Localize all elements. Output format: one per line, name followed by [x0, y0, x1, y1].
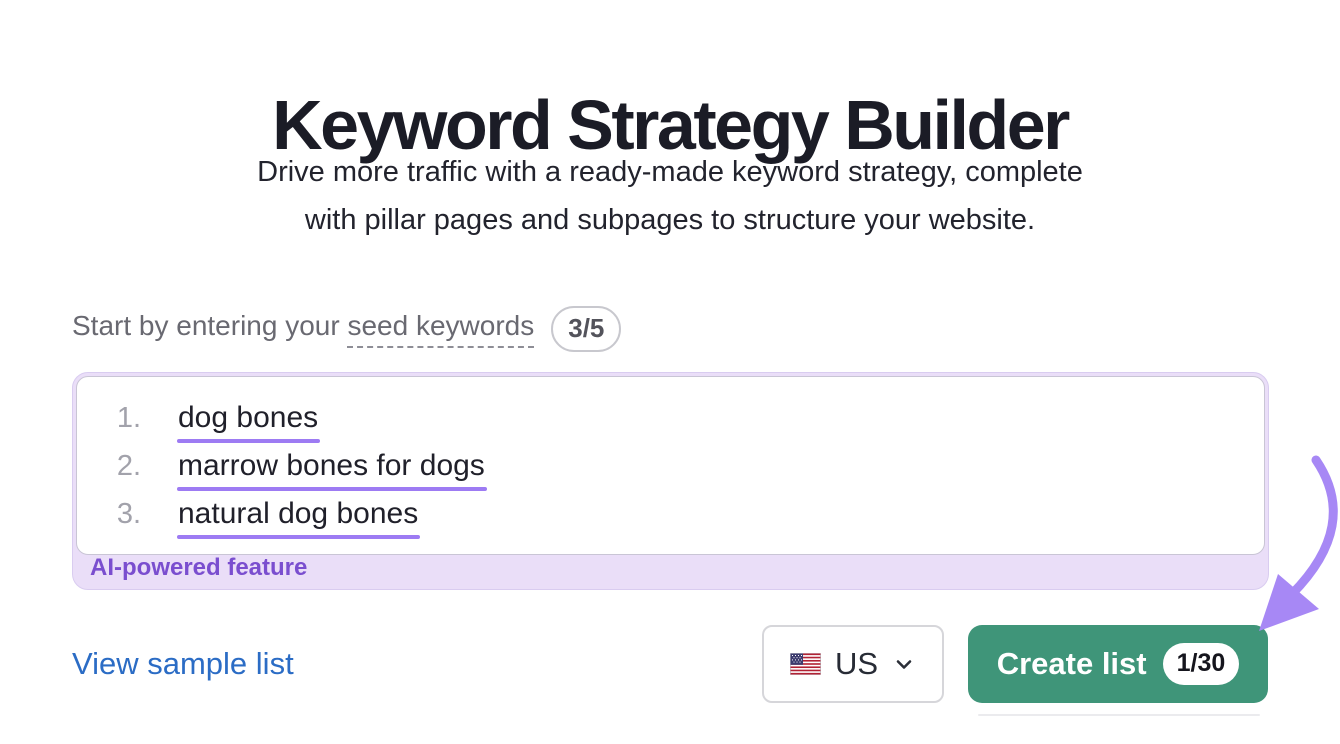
- seed-keywords-label: Start by entering your seed keywords: [72, 310, 535, 348]
- keyword-row[interactable]: 1. dog bones: [77, 394, 1264, 443]
- seed-keywords-textarea[interactable]: 1. dog bones 2. marrow bones for dogs 3.…: [76, 376, 1265, 555]
- keyword-row-number: 2.: [116, 449, 141, 482]
- ai-powered-feature-label: AI-powered feature: [90, 554, 308, 581]
- seed-count-badge: 3/5: [551, 306, 622, 352]
- chevron-down-icon: [892, 652, 916, 676]
- country-code-label: US: [834, 646, 879, 681]
- subtitle-line-1: Drive more traffic with a ready-made key…: [257, 156, 1083, 188]
- keyword-row[interactable]: 3. natural dog bones: [77, 490, 1264, 539]
- keyword-row-number: 1.: [116, 401, 141, 434]
- create-list-button[interactable]: Create list 1/30: [968, 625, 1268, 703]
- page-title: Keyword Strategy Builder: [272, 85, 1070, 164]
- page-subtitle: Drive more traffic with a ready-made key…: [0, 148, 1340, 244]
- us-flag-icon: [789, 653, 821, 675]
- view-sample-list-link[interactable]: View sample list: [72, 646, 294, 681]
- subtitle-line-2: with pillar pages and subpages to struct…: [304, 204, 1036, 236]
- button-shadow-line: [978, 714, 1260, 716]
- keyword-row-number: 3.: [116, 497, 141, 530]
- country-selector-dropdown[interactable]: US: [762, 625, 944, 703]
- list-usage-badge: 1/30: [1162, 643, 1240, 685]
- keyword-row-text[interactable]: marrow bones for dogs: [177, 449, 487, 491]
- keyword-input-panel: 1. dog bones 2. marrow bones for dogs 3.…: [72, 372, 1269, 590]
- keyword-row[interactable]: 2. marrow bones for dogs: [77, 442, 1264, 491]
- seed-keywords-term[interactable]: seed keywords: [347, 310, 535, 348]
- keyword-row-text[interactable]: dog bones: [176, 401, 321, 443]
- create-list-button-label: Create list: [996, 646, 1147, 681]
- seed-keywords-label-row: Start by entering your seed keywords 3/5: [72, 304, 622, 354]
- keyword-row-text[interactable]: natural dog bones: [176, 497, 421, 539]
- seed-keywords-label-prefix: Start by entering your: [72, 310, 348, 341]
